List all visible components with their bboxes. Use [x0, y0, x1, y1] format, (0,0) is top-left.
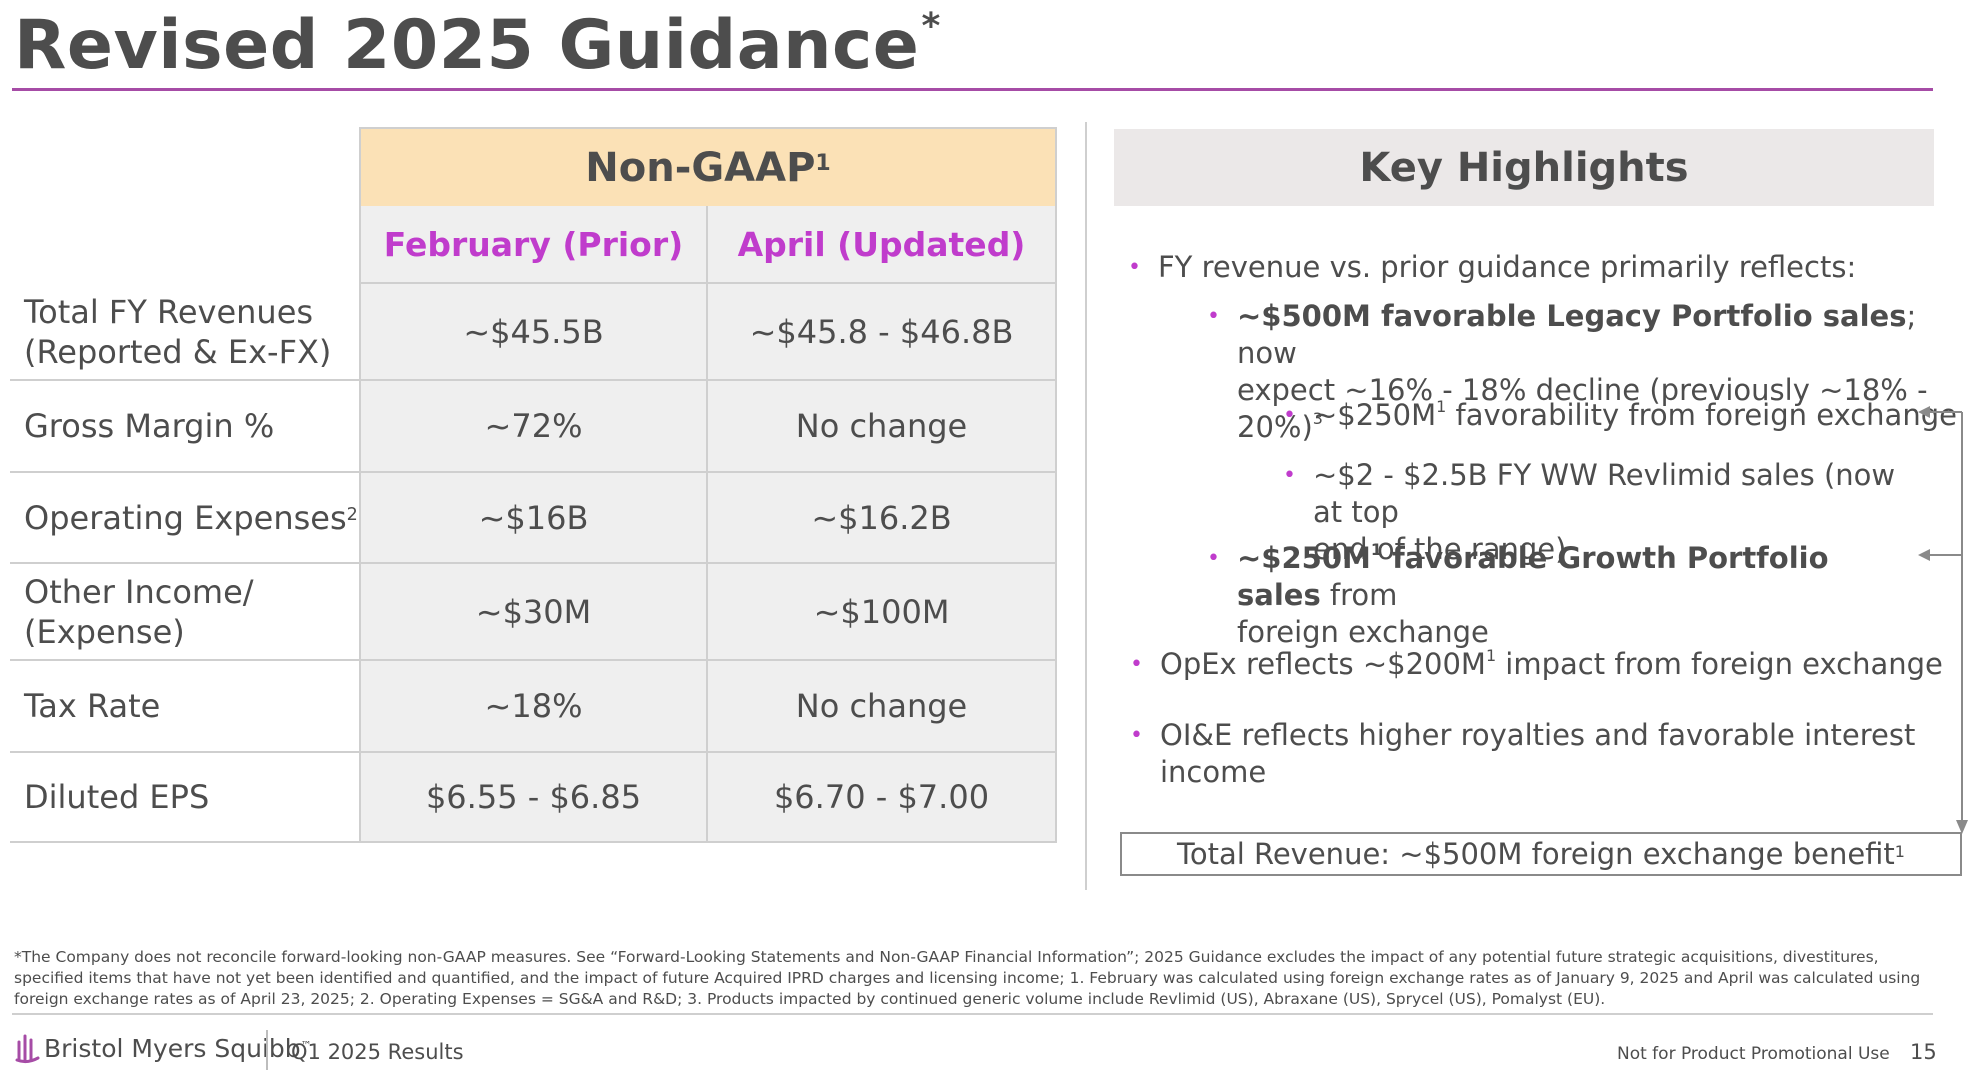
- fx-bracket-arrow-icon: [1918, 406, 1968, 834]
- row-label-tax-rate: Tax Rate: [24, 687, 161, 725]
- row-label-other-income: Other Income/(Expense): [24, 572, 254, 651]
- table-right-border: [1055, 127, 1057, 843]
- highlight-subsubbullet-fx: • ~$250M1 favorability from foreign excha…: [1283, 396, 1957, 432]
- bms-logo: Bristol Myers Squibb ™: [14, 1032, 312, 1064]
- cell-gross-margin-updated: No change: [708, 381, 1055, 471]
- row-label-diluted-eps: Diluted EPS: [24, 778, 210, 816]
- table-top-border: [361, 127, 1055, 129]
- highlight-bullet-revenue: • FY revenue vs. prior guidance primarily…: [1128, 250, 1857, 284]
- row-label-operating-expenses: Operating Expenses 2: [24, 498, 358, 537]
- cell-other-income-prior: ~$30M: [361, 564, 706, 659]
- table-row-divider: [10, 751, 1055, 753]
- total-revenue-box: Total Revenue: ~$500M foreign exchange b…: [1120, 832, 1962, 876]
- page-number: 15: [1910, 1040, 1937, 1064]
- row-label-total-revenues: Total FY Revenues (Reported & Ex-FX): [24, 292, 332, 371]
- cell-revenues-prior: ~$45.5B: [361, 284, 706, 379]
- cell-other-income-updated: ~$100M: [708, 564, 1055, 659]
- bullet-dot-icon: •: [1207, 546, 1220, 571]
- highlight-bullet-opex: • OpEx reflects ~$200M1 impact from forei…: [1130, 645, 1943, 681]
- footer-rule: [12, 1013, 1933, 1015]
- footnote: *The Company does not reconcile forward-…: [14, 948, 1921, 1008]
- highlight-subbullet-legacy: • ~$500M favorable Legacy Portfolio sales…: [1207, 299, 1928, 444]
- bullet-dot-icon: •: [1283, 463, 1296, 488]
- bullet-dot-icon: •: [1130, 723, 1143, 748]
- cell-opex-prior: ~$16B: [361, 473, 706, 562]
- footer-presentation-name: Q1 2025 Results: [291, 1040, 464, 1064]
- bullet-dot-icon: •: [1130, 652, 1143, 677]
- column-header-april: April (Updated): [708, 206, 1055, 282]
- footer-separator: [266, 1030, 268, 1070]
- table-bottom-border: [10, 841, 1055, 843]
- bms-logo-icon: [15, 1034, 40, 1064]
- row-label-gross-margin: Gross Margin %: [24, 407, 275, 445]
- column-header-february: February (Prior): [361, 206, 706, 282]
- section-divider: [1085, 122, 1087, 890]
- title-underline: [12, 88, 1933, 91]
- cell-eps-prior: $6.55 - $6.85: [361, 753, 706, 841]
- cell-revenues-updated: ~$45.8 - $46.8B: [708, 284, 1055, 379]
- bullet-dot-icon: •: [1207, 304, 1220, 329]
- table-column-divider: [706, 206, 708, 843]
- bullet-dot-icon: •: [1128, 255, 1141, 280]
- cell-gross-margin-prior: ~72%: [361, 381, 706, 471]
- table-row-divider: [10, 471, 1055, 473]
- bullet-dot-icon: •: [1283, 403, 1296, 428]
- table-row-divider: [10, 659, 1055, 661]
- cell-eps-updated: $6.70 - $7.00: [708, 753, 1055, 841]
- cell-opex-updated: ~$16.2B: [708, 473, 1055, 562]
- footer-disclaimer: Not for Product Promotional Use: [1617, 1044, 1890, 1064]
- table-header-divider: [361, 282, 1055, 284]
- highlight-subsubbullet-revlimid: • ~$2 - $2.5B FY WW Revlimid sales (now a…: [1283, 458, 1896, 566]
- cell-tax-rate-prior: ~18%: [361, 661, 706, 751]
- table-row-divider: [10, 562, 1055, 564]
- title-footnote-marker: *: [921, 6, 941, 47]
- cell-tax-rate-updated: No change: [708, 661, 1055, 751]
- table-row-divider: [10, 379, 1055, 381]
- table-column-divider: [359, 127, 361, 843]
- key-highlights-header: Key Highlights: [1114, 129, 1934, 206]
- page-title: Revised 2025 Guidance*: [14, 6, 941, 85]
- highlight-subbullet-growth: • ~$250M1 favorable Growth Portfolio sale…: [1207, 539, 1829, 649]
- non-gaap-header: Non-GAAP 1: [361, 129, 1055, 206]
- highlight-bullet-oie: • OI&E reflects higher royalties and favo…: [1130, 718, 1916, 789]
